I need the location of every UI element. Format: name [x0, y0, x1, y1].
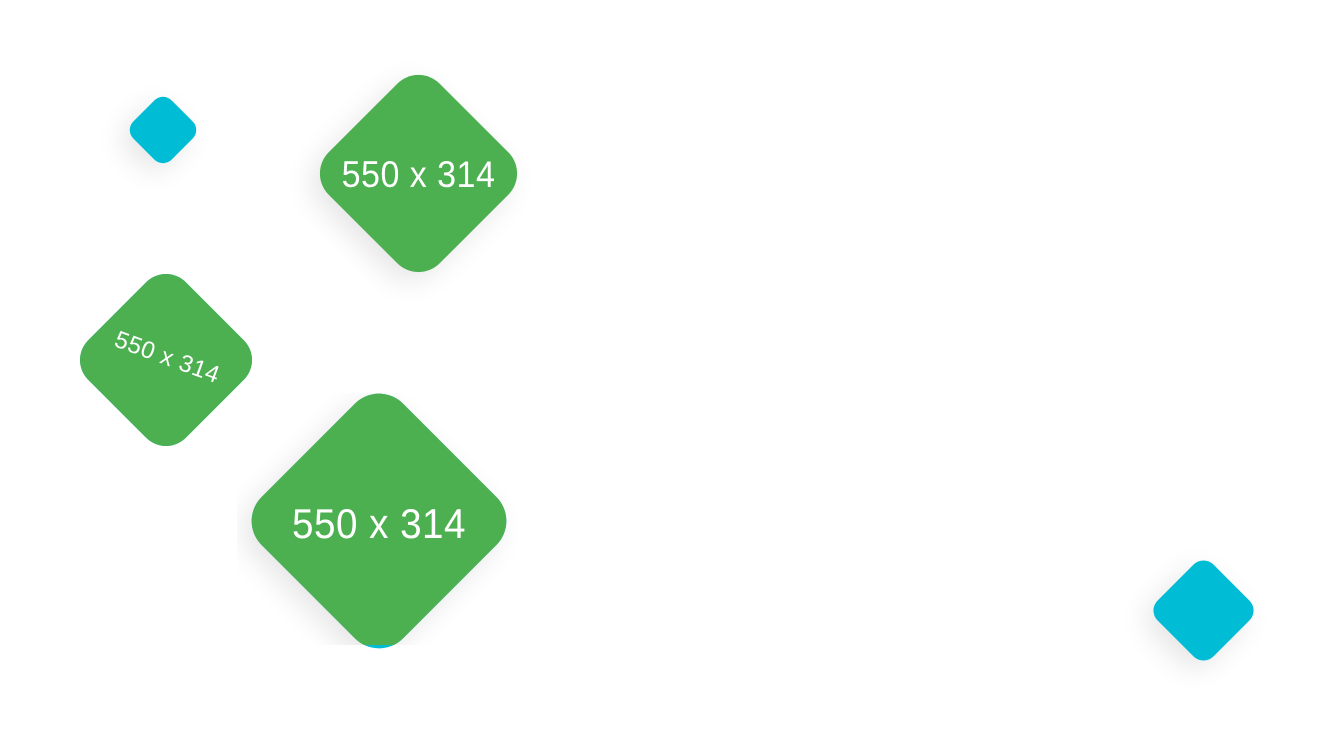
image-placeholder-label: 550 x 314: [292, 500, 466, 547]
image-tile-large: 550 x 314: [237, 379, 521, 663]
small-blue-diamond: [124, 91, 202, 169]
large-blue-diamond: [1147, 554, 1260, 667]
image-placeholder-label: 550 x 314: [341, 154, 496, 195]
image-tile-middle: 550 x 314: [68, 262, 264, 458]
image-tile-top: 550 x 314: [307, 62, 530, 285]
